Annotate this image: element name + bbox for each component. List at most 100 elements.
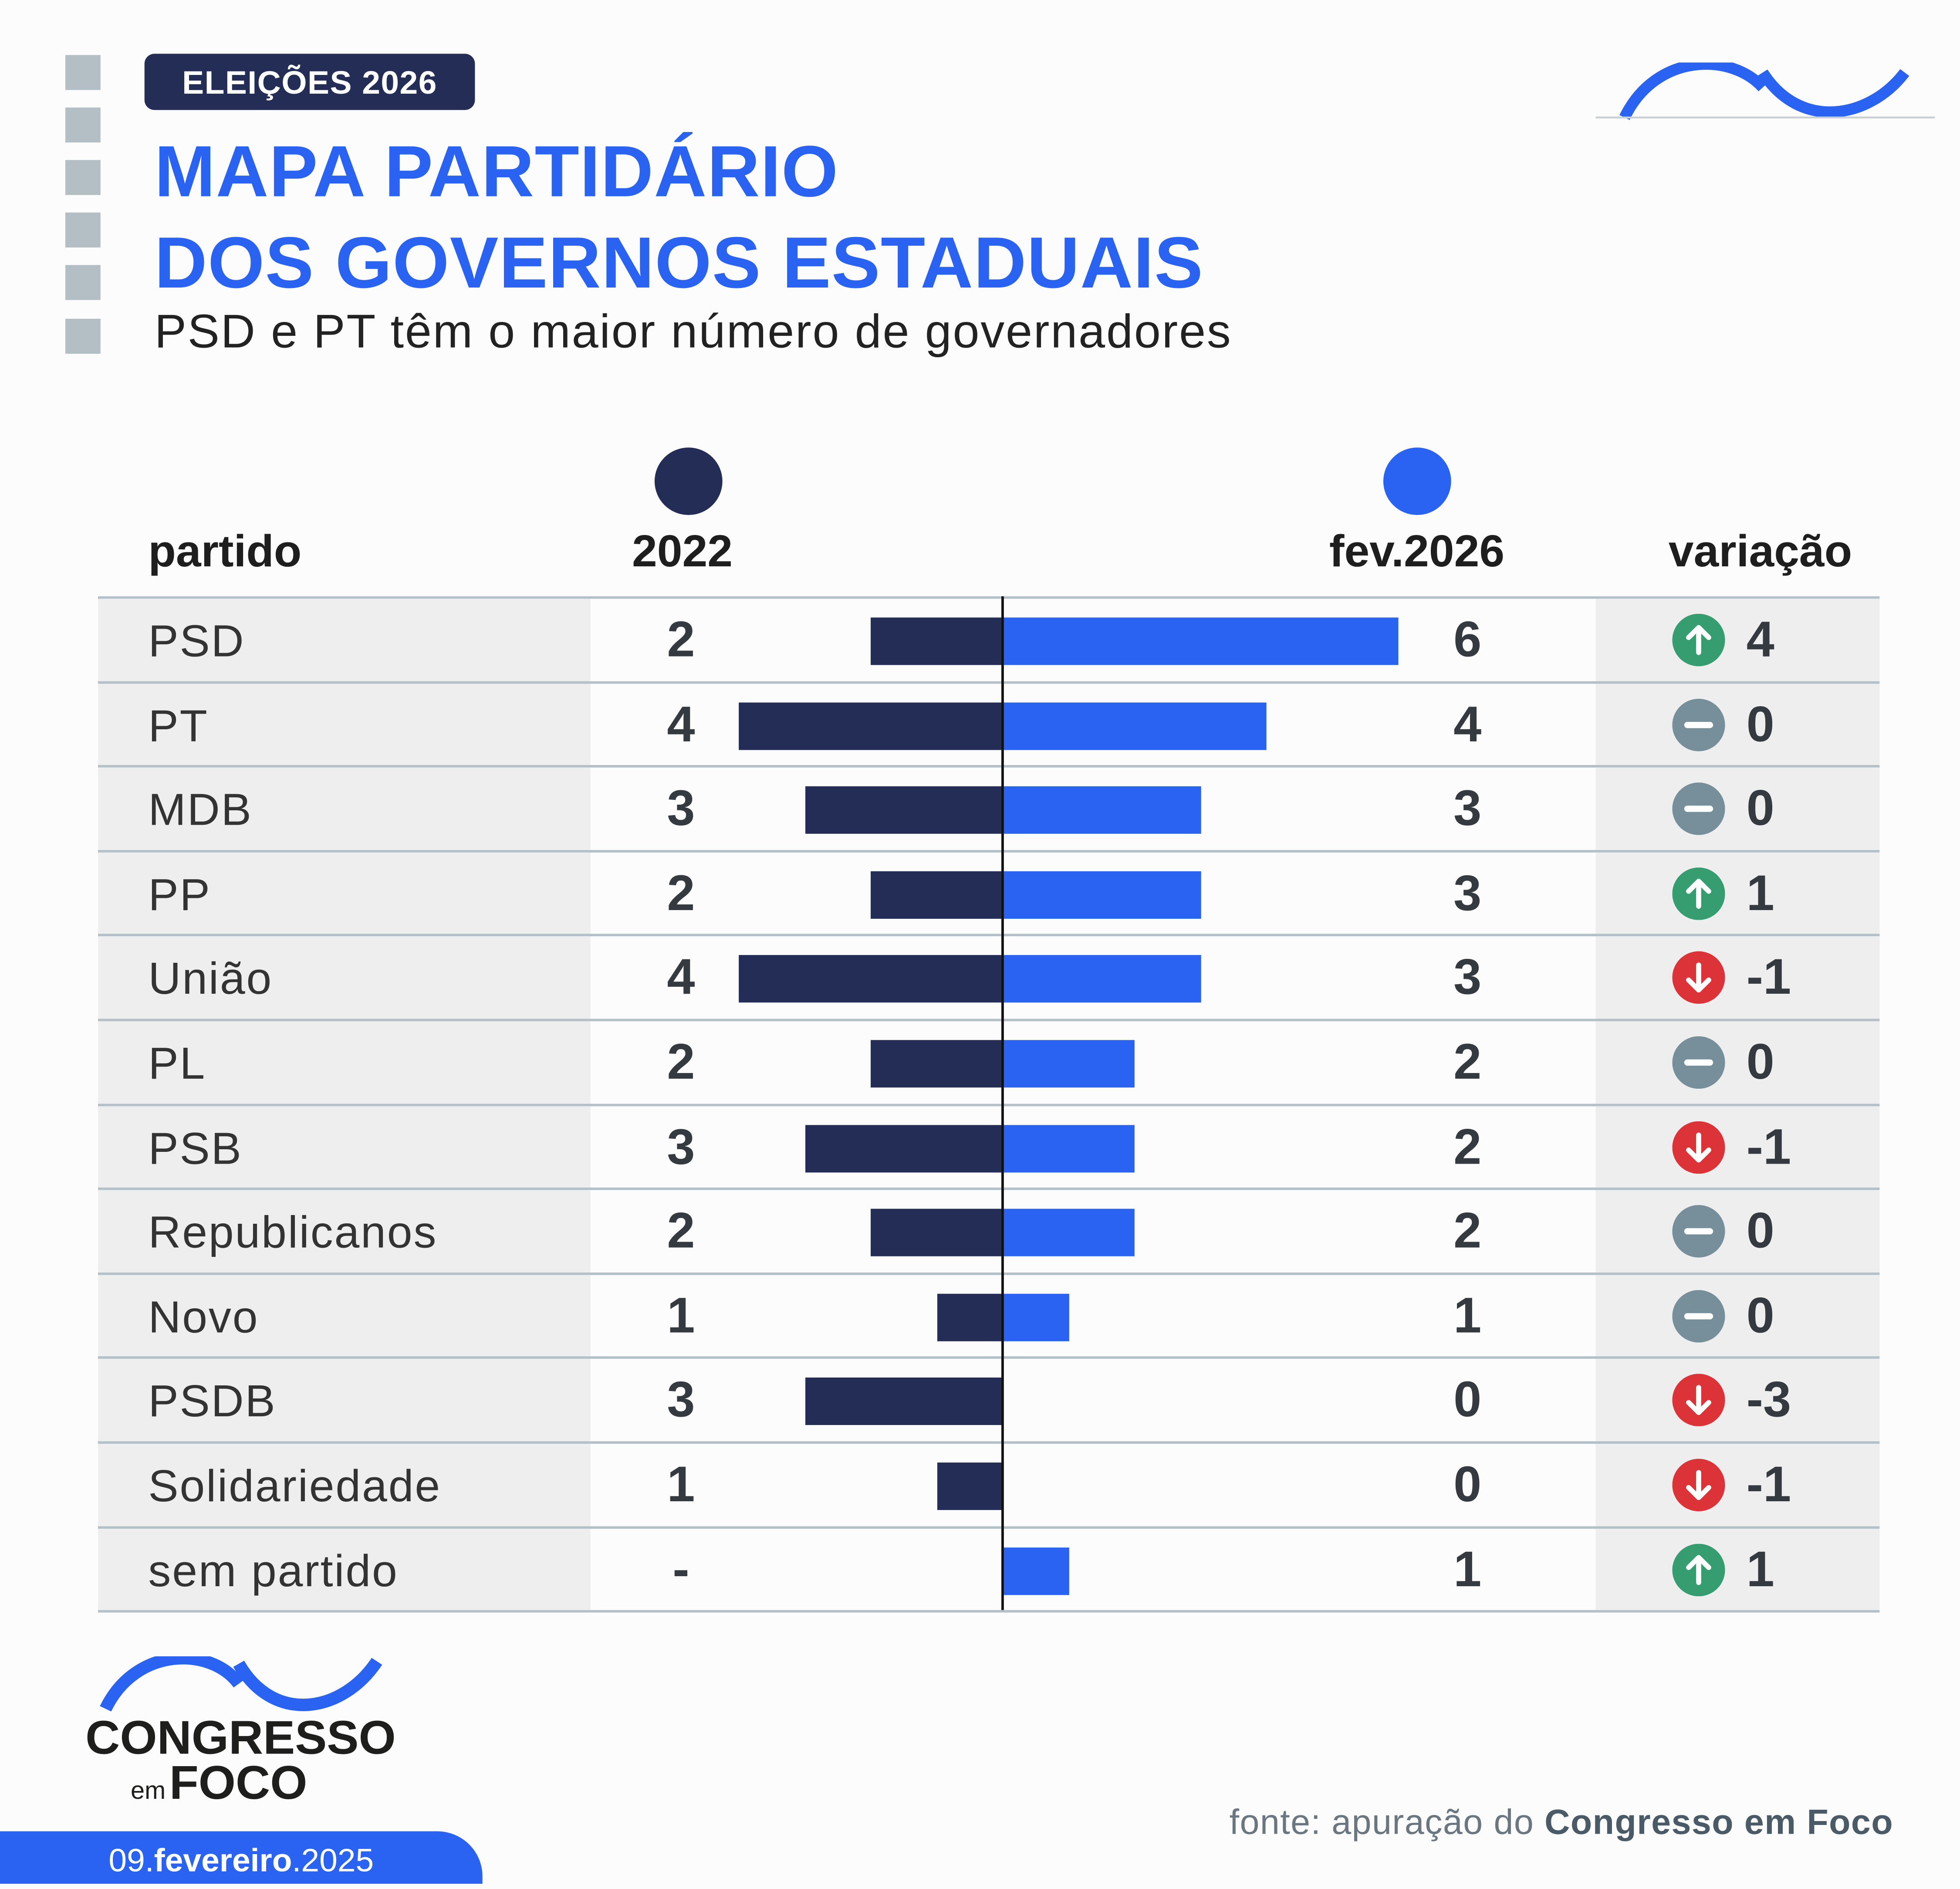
footer-logo-mark (100, 1656, 382, 1712)
table-row: PSB 3 2 -1 (98, 1103, 1880, 1188)
change-cell (1595, 1106, 1880, 1188)
bar-2026 (1002, 1547, 1069, 1595)
change-value: 1 (1746, 1542, 1774, 1597)
bar-2022 (804, 1124, 1003, 1172)
bar-2022 (739, 702, 1003, 750)
value-2026-label: 3 (1453, 781, 1482, 837)
value-2026-label: 2 (1453, 1204, 1482, 1259)
value-2022-label: 1 (667, 1457, 695, 1513)
value-2026-label: 1 (1453, 1542, 1482, 1597)
bar-2022 (739, 955, 1003, 1003)
party-cell (98, 683, 591, 765)
change-cell (1595, 1444, 1880, 1526)
logo-em: em (130, 1777, 166, 1805)
change-value: -1 (1746, 950, 1791, 1006)
trend-flat-icon (1672, 782, 1725, 836)
bar-2026 (1002, 871, 1201, 919)
party-cell (98, 768, 591, 850)
center-axis (1001, 596, 1004, 1610)
table-row: PL 2 2 0 (98, 1019, 1880, 1104)
change-value: -1 (1746, 1119, 1791, 1175)
change-value: 0 (1746, 1204, 1774, 1259)
value-2026-label: 2 (1453, 1119, 1482, 1175)
party-cell (98, 1106, 591, 1188)
source-prefix: fonte: apuração do (1229, 1802, 1545, 1842)
value-2026-label: 6 (1453, 612, 1482, 668)
table-row: Novo 1 1 0 (98, 1272, 1880, 1357)
footer-logo-name: CONGRESSO (85, 1712, 396, 1765)
bar-2026 (1002, 1040, 1135, 1088)
party-cell (98, 599, 591, 681)
trend-flat-icon (1672, 1205, 1725, 1258)
footer-logo-sub: em FOCO (131, 1757, 308, 1811)
party-name: Novo (148, 1291, 259, 1343)
bar-2022 (871, 1040, 1003, 1088)
value-2022-label: - (672, 1542, 689, 1597)
change-cell (1595, 1528, 1880, 1611)
legend-dot-2026 (1383, 447, 1451, 515)
change-value: 4 (1746, 612, 1774, 668)
change-value: 0 (1746, 697, 1774, 752)
legend-dot-2022 (654, 447, 723, 515)
bar-2022 (804, 1378, 1003, 1426)
column-header-party: partido (148, 525, 302, 576)
table-row: Republicanos 2 2 0 (98, 1188, 1880, 1273)
title-line-1: MAPA PARTIDÁRIO (154, 131, 839, 213)
decor-square (65, 160, 101, 195)
party-name: PSDB (148, 1375, 277, 1427)
party-cell (98, 937, 591, 1019)
party-cell (98, 1528, 591, 1611)
table-row: PP 2 3 1 (98, 850, 1880, 934)
table-row: sem partido - 1 1 (98, 1526, 1880, 1613)
trend-down-icon (1672, 1121, 1725, 1174)
column-header-2022: 2022 (632, 525, 733, 576)
value-2026-label: 2 (1453, 1035, 1482, 1090)
party-cell (98, 1444, 591, 1526)
decor-square (65, 318, 101, 354)
bar-2026 (1002, 617, 1399, 665)
change-cell (1595, 852, 1880, 934)
bar-2022 (871, 871, 1003, 919)
party-name: PSD (148, 615, 245, 667)
change-cell (1595, 1190, 1880, 1273)
value-2026-label: 3 (1453, 866, 1482, 921)
date-month: fevereiro (154, 1841, 292, 1879)
trend-flat-icon (1672, 698, 1725, 751)
change-cell (1595, 937, 1880, 1019)
trend-down-icon (1672, 951, 1725, 1005)
value-2026-label: 1 (1453, 1288, 1482, 1344)
party-name: Solidariedade (148, 1460, 441, 1511)
value-2022-label: 2 (667, 1035, 695, 1090)
trend-down-icon (1672, 1374, 1725, 1427)
party-cell (98, 852, 591, 934)
trend-up-icon (1672, 1543, 1725, 1596)
party-cell (98, 1275, 591, 1357)
trend-up-icon (1672, 867, 1725, 920)
table-row: PSD 2 6 4 (98, 596, 1880, 681)
change-cell (1595, 1021, 1880, 1104)
change-cell (1595, 1275, 1880, 1357)
change-value: -3 (1746, 1373, 1791, 1428)
value-2022-label: 2 (667, 1204, 695, 1259)
value-2022-label: 3 (667, 1119, 695, 1175)
party-name: União (148, 953, 273, 1005)
party-name: PSB (148, 1122, 243, 1174)
change-value: 0 (1746, 781, 1774, 837)
trend-flat-icon (1672, 1036, 1725, 1089)
trend-up-icon (1672, 613, 1725, 667)
bar-2026 (1002, 1209, 1135, 1257)
logo-foco: FOCO (169, 1757, 308, 1810)
bar-2026 (1002, 1293, 1069, 1341)
bar-2022 (871, 1209, 1003, 1257)
bar-2026 (1002, 702, 1267, 750)
subtitle: PSD e PT têm o maior número de governado… (154, 306, 1232, 359)
value-2022-label: 2 (667, 612, 695, 668)
party-name: MDB (148, 784, 253, 836)
party-cell (98, 1021, 591, 1104)
bar-2026 (1002, 1124, 1135, 1172)
decor-square (65, 265, 101, 300)
bar-2026 (1002, 786, 1201, 834)
party-cell (98, 1359, 591, 1442)
change-cell (1595, 599, 1880, 681)
